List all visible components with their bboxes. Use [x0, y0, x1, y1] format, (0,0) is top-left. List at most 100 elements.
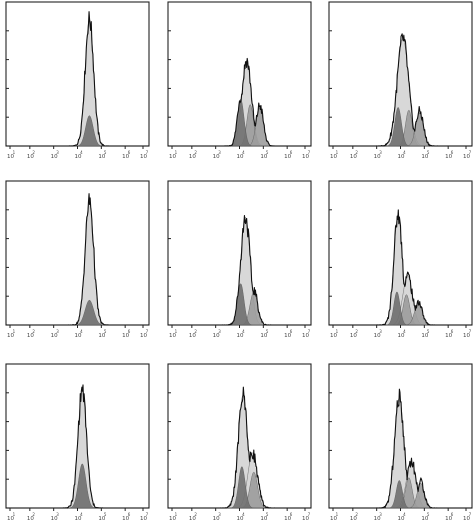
x-tick-label: 10: [350, 333, 357, 339]
x-tick-label: 10: [75, 333, 82, 339]
panel-frame: [5, 180, 150, 326]
x-tick-exponent: 1: [175, 329, 178, 334]
x-tick-label: 10: [7, 333, 14, 339]
x-tick-label: 10: [398, 516, 405, 522]
x-tick-exponent: 6: [128, 150, 131, 155]
x-tick-label: 10: [330, 516, 337, 522]
x-tick-label: 10: [463, 154, 470, 160]
x-tick-label: 10: [284, 333, 291, 339]
x-tick-exponent: 2: [355, 150, 358, 155]
x-tick-label: 10: [330, 154, 337, 160]
x-tick-exponent: 5: [427, 512, 430, 517]
x-tick-label: 10: [302, 154, 309, 160]
x-tick-exponent: 1: [175, 150, 178, 155]
x-tick-exponent: 7: [146, 329, 149, 334]
x-tick-exponent: 6: [290, 329, 293, 334]
x-tick-label: 10: [7, 154, 14, 160]
x-tick-exponent: 3: [218, 150, 221, 155]
x-tick-exponent: 4: [242, 329, 245, 334]
x-tick-exponent: 3: [218, 329, 221, 334]
x-tick-label: 10: [189, 333, 196, 339]
x-tick-exponent: 7: [469, 150, 472, 155]
x-tick-exponent: 2: [32, 512, 35, 517]
x-tick-exponent: 1: [175, 512, 178, 517]
x-tick-label: 10: [445, 333, 452, 339]
x-tick-exponent: 5: [104, 329, 107, 334]
x-tick-exponent: 2: [194, 329, 197, 334]
x-tick-exponent: 2: [32, 329, 35, 334]
x-tick-label: 10: [330, 333, 337, 339]
x-tick-exponent: 2: [194, 512, 197, 517]
x-tick-label: 10: [98, 516, 105, 522]
x-tick-label: 10: [463, 333, 470, 339]
x-tick-label: 10: [169, 154, 176, 160]
x-tick-label: 10: [140, 333, 147, 339]
x-tick-exponent: 6: [451, 329, 454, 334]
x-tick-exponent: 1: [336, 329, 339, 334]
x-tick-label: 10: [213, 154, 220, 160]
x-tick-label: 10: [445, 154, 452, 160]
x-tick-exponent: 3: [218, 512, 221, 517]
x-tick-label: 10: [51, 516, 58, 522]
x-tick-label: 10: [260, 516, 267, 522]
x-tick-label: 10: [237, 154, 244, 160]
x-tick-label: 10: [260, 154, 267, 160]
x-tick-label: 10: [213, 333, 220, 339]
x-tick-label: 10: [75, 154, 82, 160]
x-tick-exponent: 7: [308, 512, 311, 517]
x-tick-exponent: 5: [266, 512, 269, 517]
x-tick-exponent: 3: [56, 150, 59, 155]
x-tick-label: 10: [169, 333, 176, 339]
x-tick-exponent: 3: [379, 329, 382, 334]
x-tick-exponent: 2: [194, 150, 197, 155]
x-tick-label: 10: [122, 154, 129, 160]
x-tick-label: 10: [374, 333, 381, 339]
x-tick-exponent: 4: [403, 150, 406, 155]
x-tick-label: 10: [237, 516, 244, 522]
x-tick-label: 10: [27, 154, 34, 160]
x-tick-exponent: 5: [104, 150, 107, 155]
x-tick-exponent: 7: [308, 150, 311, 155]
x-tick-label: 10: [51, 333, 58, 339]
x-tick-exponent: 2: [355, 329, 358, 334]
x-tick-exponent: 4: [403, 329, 406, 334]
x-tick-exponent: 2: [32, 150, 35, 155]
x-tick-exponent: 4: [80, 150, 83, 155]
x-tick-label: 10: [284, 516, 291, 522]
x-tick-exponent: 6: [290, 512, 293, 517]
x-tick-label: 10: [445, 516, 452, 522]
x-tick-label: 10: [421, 516, 428, 522]
x-tick-exponent: 7: [146, 512, 149, 517]
x-tick-exponent: 7: [308, 329, 311, 334]
x-tick-exponent: 1: [13, 512, 16, 517]
x-tick-exponent: 6: [128, 329, 131, 334]
x-tick-label: 10: [284, 154, 291, 160]
x-tick-exponent: 7: [469, 512, 472, 517]
x-tick-exponent: 6: [451, 150, 454, 155]
x-tick-exponent: 7: [469, 329, 472, 334]
x-tick-exponent: 1: [13, 150, 16, 155]
x-tick-label: 10: [140, 516, 147, 522]
x-tick-exponent: 5: [266, 150, 269, 155]
x-tick-label: 10: [463, 516, 470, 522]
x-tick-label: 10: [27, 516, 34, 522]
x-tick-label: 10: [189, 154, 196, 160]
x-tick-exponent: 4: [80, 512, 83, 517]
x-tick-exponent: 4: [242, 150, 245, 155]
x-tick-label: 10: [122, 516, 129, 522]
x-tick-exponent: 5: [427, 329, 430, 334]
panel-frame: [5, 1, 150, 147]
x-tick-label: 10: [140, 154, 147, 160]
x-tick-exponent: 4: [242, 512, 245, 517]
x-tick-exponent: 5: [266, 329, 269, 334]
x-tick-label: 10: [7, 516, 14, 522]
x-tick-label: 10: [51, 154, 58, 160]
